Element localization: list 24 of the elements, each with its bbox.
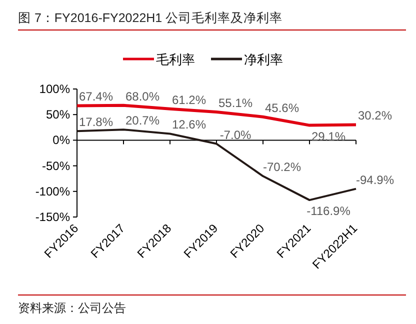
text: -116.9% xyxy=(306,204,350,218)
line-series xyxy=(76,128,357,202)
y-tick-label: 100% xyxy=(39,82,70,96)
y-tick-label: -150% xyxy=(35,210,70,224)
text: -7.0% xyxy=(220,128,252,142)
text: -70.2% xyxy=(262,160,302,174)
text: 20.7% xyxy=(125,114,160,128)
y-tick-label: -100% xyxy=(35,184,70,198)
legend-label: 毛利率 xyxy=(156,52,195,67)
text: 61.2% xyxy=(172,92,206,107)
text: 30.2% xyxy=(358,108,392,123)
chart-title: 图 7：FY2016-FY2022H1 公司毛利率及净利率 xyxy=(18,10,283,25)
text: 55.1% xyxy=(218,96,253,110)
text: 45.6% xyxy=(264,100,300,115)
y-tick-label: 0% xyxy=(52,133,70,148)
text: 资料来源：公司公告 xyxy=(18,301,126,315)
text: 17.8% xyxy=(78,115,114,130)
y-tick-label: -50% xyxy=(42,158,70,173)
text: -94.9% xyxy=(356,172,394,187)
y-tick-label: 50% xyxy=(46,108,70,122)
text: 12.6% xyxy=(172,118,206,132)
text: 67.4% xyxy=(78,90,114,104)
text: 68.0% xyxy=(125,89,160,104)
legend-label: 净利率 xyxy=(244,52,283,67)
